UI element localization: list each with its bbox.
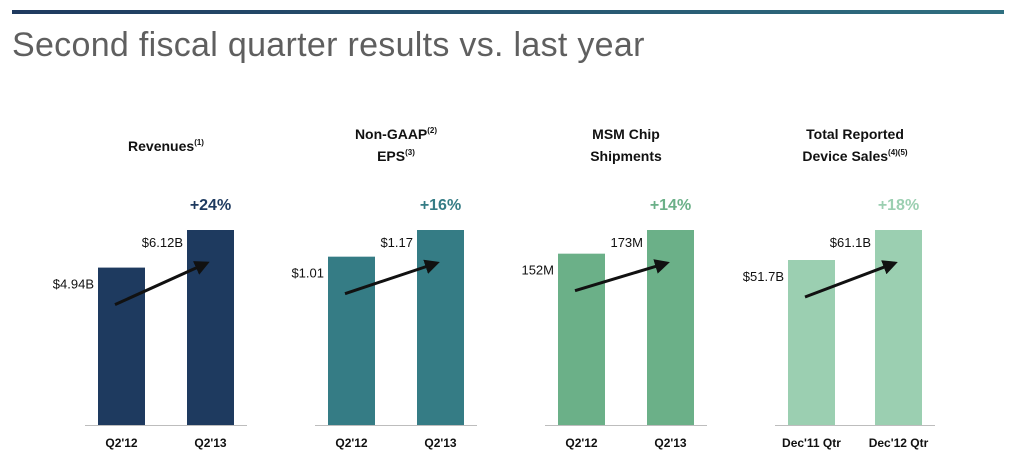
bar-current (417, 230, 464, 425)
category-label: Q2'12 (565, 436, 598, 450)
growth-arrow (344, 259, 440, 296)
change-label: +14% (650, 197, 691, 214)
bar-prior (788, 260, 835, 425)
category-label: Q2'12 (335, 436, 368, 450)
category-label: Dec'12 Qtr (869, 436, 929, 450)
value-label-current: $1.17 (380, 235, 413, 250)
chart-title: MSM Chip (592, 126, 660, 142)
bar-current (647, 230, 694, 425)
category-label: Q2'13 (654, 436, 687, 450)
slide-title: Second fiscal quarter results vs. last y… (12, 26, 645, 64)
value-label-current: 173M (610, 235, 643, 250)
value-label-prior: $1.01 (291, 266, 324, 281)
value-label-current: $61.1B (830, 235, 871, 250)
value-label-prior: $4.94B (53, 277, 94, 292)
bar-current (875, 230, 922, 425)
change-label: +24% (190, 197, 231, 214)
growth-arrow (114, 261, 210, 306)
bar-prior (558, 253, 605, 425)
chart-title-line2: Device Sales(4)(5) (802, 148, 908, 164)
change-label: +18% (878, 197, 919, 214)
chart-title-line2: EPS(3) (377, 148, 415, 164)
chart-title: Total Reported (806, 126, 904, 142)
growth-arrow (574, 259, 670, 293)
growth-arrow (804, 260, 898, 299)
chart-title-line2: Shipments (590, 148, 662, 164)
top-accent-bar (12, 10, 1004, 14)
category-label: Q2'13 (194, 436, 227, 450)
change-label: +16% (420, 197, 461, 214)
bar-prior (328, 256, 375, 425)
bar-current (187, 230, 234, 425)
value-label-prior: 152M (521, 263, 554, 278)
value-label-current: $6.12B (142, 235, 183, 250)
chart-title: Non-GAAP(2) (355, 126, 437, 142)
category-label: Q2'12 (105, 436, 138, 450)
category-label: Q2'13 (424, 436, 457, 450)
category-label: Dec'11 Qtr (782, 436, 841, 450)
value-label-prior: $51.7B (743, 269, 784, 284)
bar-prior (98, 267, 145, 425)
chart-title: Revenues(1) (128, 138, 204, 154)
